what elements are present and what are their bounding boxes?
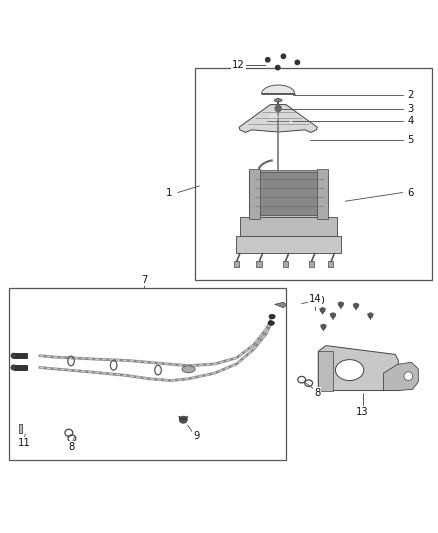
Circle shape — [321, 325, 325, 329]
Bar — [234, 261, 239, 268]
Text: 2: 2 — [407, 91, 413, 100]
Text: 14: 14 — [308, 294, 321, 304]
Circle shape — [295, 60, 300, 64]
Bar — [250, 169, 260, 220]
Bar — [318, 351, 333, 391]
Polygon shape — [275, 302, 286, 308]
Polygon shape — [254, 172, 322, 215]
Text: 13: 13 — [356, 407, 369, 417]
Bar — [236, 236, 341, 254]
Ellipse shape — [268, 321, 274, 325]
Polygon shape — [250, 171, 328, 219]
Bar — [309, 261, 314, 268]
Ellipse shape — [182, 366, 195, 373]
Text: 4: 4 — [407, 116, 413, 126]
Polygon shape — [261, 85, 295, 94]
Text: 9: 9 — [193, 431, 200, 441]
Circle shape — [368, 313, 373, 318]
Polygon shape — [384, 362, 418, 391]
Bar — [195, 68, 432, 279]
Text: 8: 8 — [69, 442, 75, 452]
Text: 5: 5 — [407, 135, 413, 146]
Circle shape — [275, 106, 281, 111]
Ellipse shape — [274, 99, 282, 102]
Text: 8: 8 — [314, 387, 321, 398]
Circle shape — [276, 66, 280, 70]
Text: 1: 1 — [166, 188, 172, 198]
Bar — [19, 424, 22, 433]
Text: 3: 3 — [407, 103, 413, 114]
Text: 6: 6 — [407, 188, 413, 198]
Bar — [328, 261, 333, 268]
Text: 11: 11 — [18, 438, 30, 448]
Bar — [9, 288, 286, 460]
Ellipse shape — [269, 314, 275, 319]
Bar — [14, 365, 27, 370]
Circle shape — [354, 303, 358, 308]
Ellipse shape — [265, 110, 291, 131]
Text: 7: 7 — [141, 276, 147, 286]
Ellipse shape — [11, 353, 16, 358]
Ellipse shape — [11, 365, 16, 370]
Bar — [317, 169, 328, 220]
Circle shape — [321, 308, 325, 312]
Bar — [256, 261, 261, 268]
Text: 10: 10 — [313, 296, 325, 306]
Polygon shape — [239, 104, 318, 133]
Ellipse shape — [269, 114, 279, 120]
Text: 12: 12 — [232, 60, 245, 70]
Bar — [14, 353, 27, 358]
Circle shape — [281, 54, 286, 59]
Text: 12: 12 — [232, 60, 245, 70]
Ellipse shape — [180, 416, 187, 423]
Circle shape — [339, 302, 343, 306]
Bar — [283, 261, 288, 268]
Ellipse shape — [404, 372, 413, 381]
Ellipse shape — [336, 360, 364, 381]
Bar — [240, 217, 336, 238]
Polygon shape — [318, 346, 398, 391]
Circle shape — [331, 313, 335, 318]
Circle shape — [265, 58, 270, 62]
